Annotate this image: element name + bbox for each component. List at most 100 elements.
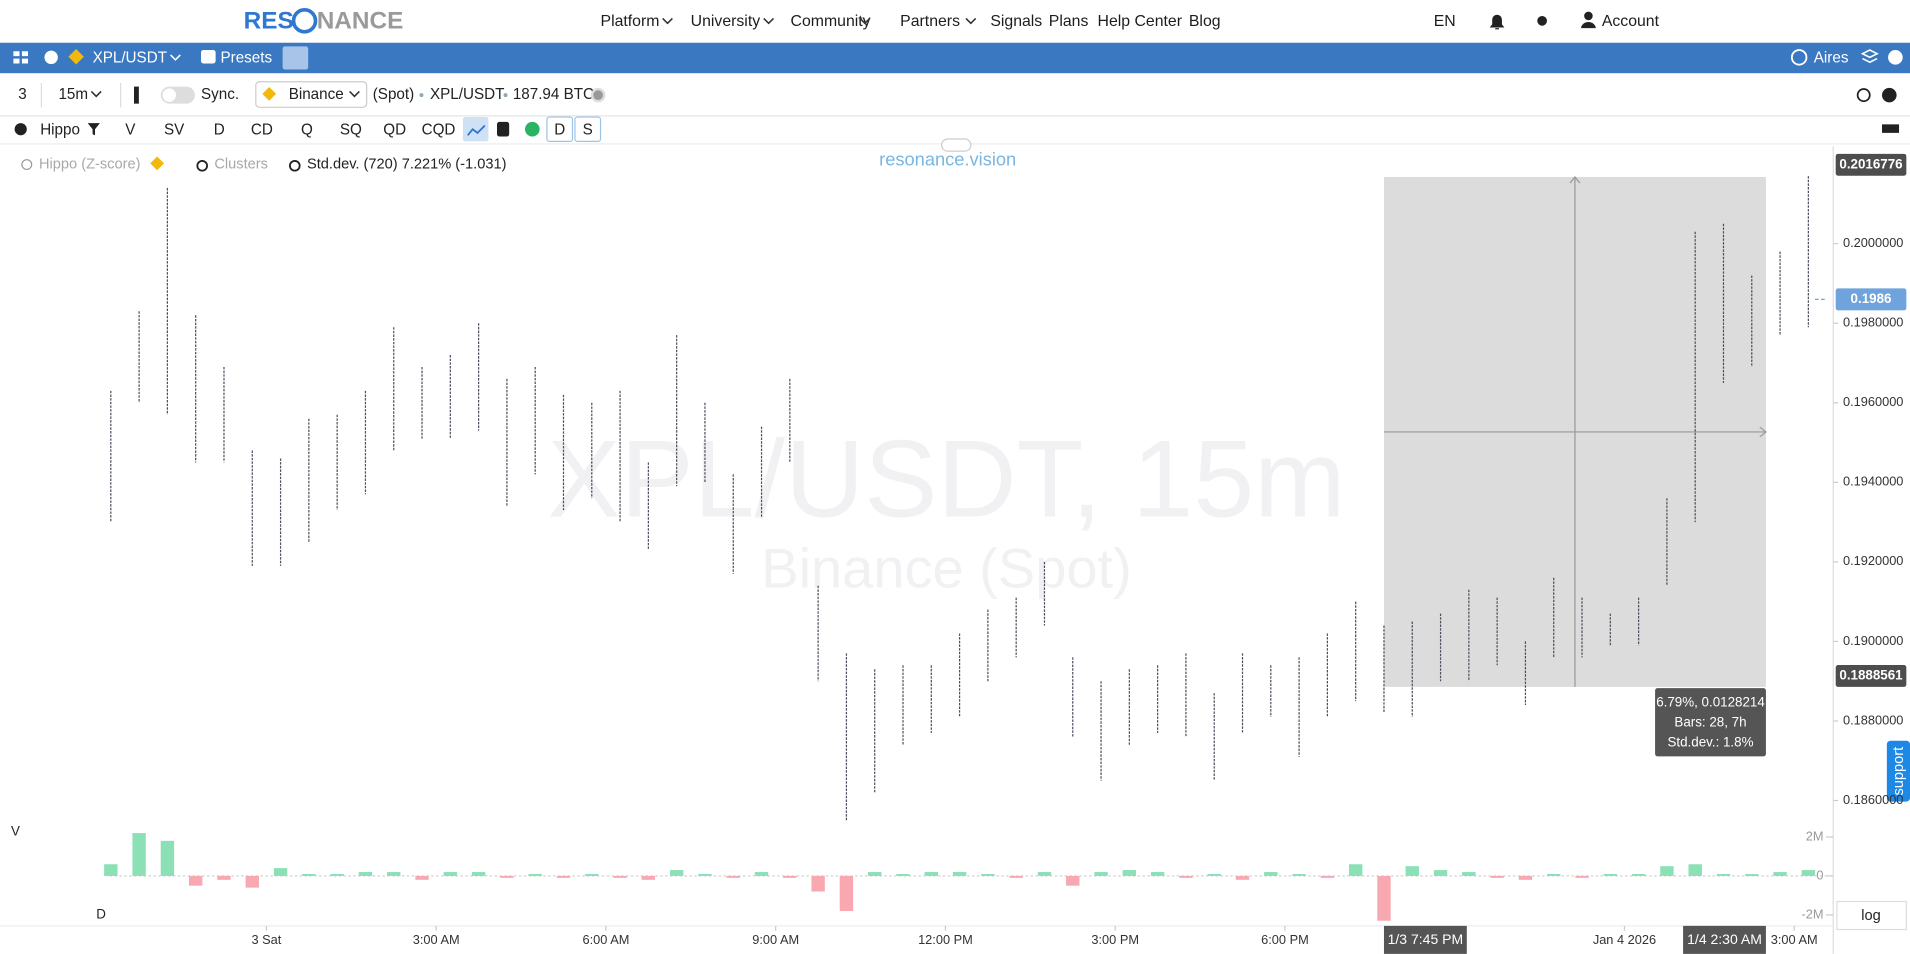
y-tick-label: 0.1960000 — [1843, 394, 1903, 409]
price-tag-label: 0.1986 — [1851, 291, 1892, 306]
indicator-button[interactable]: CQD — [422, 121, 456, 138]
delta-bar — [1773, 872, 1787, 876]
volume-pane-label: V — [11, 824, 20, 839]
log-button[interactable] — [1836, 900, 1907, 931]
time-tag-label: 1/3 7:45 PM — [1388, 931, 1464, 947]
add-button[interactable] — [525, 121, 540, 137]
presets[interactable]: Presets — [220, 50, 272, 67]
delta-bar — [641, 875, 656, 880]
x-tick-label: 3:00 PM — [1091, 932, 1139, 947]
indicator-button[interactable]: SV — [164, 121, 185, 138]
symbol[interactable]: XPL/USDT — [93, 50, 167, 67]
logo[interactable]: RES — [244, 7, 294, 34]
top-nav — [0, 0, 1910, 43]
line-button[interactable] — [462, 117, 489, 142]
logo-mark — [291, 8, 318, 34]
logo[interactable]: NANCE — [317, 7, 404, 34]
delta-bar — [1716, 873, 1731, 876]
delta-bar — [1490, 875, 1504, 878]
nav-item[interactable]: Signals — [990, 13, 1042, 30]
doc-button[interactable] — [496, 121, 510, 137]
delta-bar — [1320, 875, 1335, 878]
nav-menu: Platform University Community Partners S… — [601, 13, 1221, 30]
exchange-select[interactable] — [255, 81, 368, 108]
support-tab[interactable] — [1886, 740, 1910, 802]
hidden-icon[interactable] — [21, 159, 33, 171]
delta-bar — [839, 875, 854, 912]
indicator-button[interactable]: D — [214, 121, 225, 138]
visible-icon[interactable] — [288, 159, 301, 172]
indicator-button[interactable]: Q — [301, 121, 313, 138]
user-icon — [1584, 11, 1593, 21]
delta-bar — [1433, 870, 1448, 876]
account[interactable]: Account — [1602, 13, 1660, 30]
watermark-subtitle: Binance (Spot) — [761, 536, 1132, 599]
x-tick-label: 3:00 AM — [1771, 932, 1818, 947]
pair: XPL/USDT — [430, 86, 504, 103]
measure-tool: 6.79%, 0.0128214 Bars: 28, 7h Std.dev.: 1.… — [1383, 175, 1767, 757]
indicator-button[interactable]: V — [125, 121, 136, 138]
delta-bar — [1094, 872, 1108, 876]
notes-button[interactable] — [282, 46, 309, 70]
indicator-button[interactable]: SQ — [340, 121, 362, 138]
user-icon — [1581, 22, 1596, 29]
theme-icon[interactable] — [1537, 15, 1548, 26]
delta-bar — [924, 872, 938, 876]
nav-item[interactable]: Blog — [1189, 13, 1221, 30]
delta-bar — [1801, 870, 1816, 876]
delta-bar — [981, 873, 995, 876]
layers-icon[interactable] — [1860, 49, 1879, 64]
collapse-button[interactable] — [940, 138, 972, 152]
indicator-button[interactable]: QD — [383, 121, 406, 138]
chart-type-icon[interactable] — [133, 86, 139, 104]
nav-item[interactable]: University — [691, 13, 761, 30]
indicator-button[interactable]: CD — [251, 121, 273, 138]
user-avatar — [1790, 49, 1808, 66]
indicator-button-label: S — [583, 121, 593, 138]
share-icon[interactable] — [1856, 88, 1871, 103]
nav-item[interactable]: Help Center — [1098, 13, 1183, 30]
layout[interactable]: 3 — [18, 86, 26, 103]
chevron — [90, 90, 102, 98]
measure-info-text: 6.79%, 0.0128214 — [1656, 694, 1765, 709]
delta-bar — [1292, 873, 1306, 876]
delta-bar — [245, 875, 259, 888]
help-icon[interactable] — [1888, 50, 1903, 65]
delta-tick-label: 0 — [1816, 867, 1823, 882]
delta-bar — [160, 840, 175, 876]
nav-item[interactable]: Plans — [1049, 13, 1089, 30]
indicator-name[interactable]: Hippo — [40, 121, 80, 138]
delta-bar — [1745, 873, 1759, 876]
indicator-button[interactable] — [546, 116, 574, 143]
help-icon[interactable] — [1881, 87, 1897, 103]
visible-icon[interactable] — [196, 159, 208, 172]
price-tag-label: 0.1888561 — [1839, 667, 1903, 682]
settings-icon[interactable] — [14, 123, 27, 136]
nav-item[interactable]: Platform — [601, 13, 660, 30]
delta-bar — [1235, 875, 1250, 880]
log-label[interactable]: log — [1861, 908, 1881, 924]
delta-bar — [358, 872, 373, 876]
indicator-button[interactable] — [574, 116, 602, 143]
nav-item[interactable]: Community — [791, 13, 871, 30]
delta-bar — [387, 872, 401, 876]
delta-bar — [1207, 873, 1221, 876]
delta-bar — [1264, 872, 1278, 876]
nav-item[interactable]: Partners — [900, 13, 960, 30]
delta-bar — [415, 875, 429, 880]
delta-bar — [1037, 872, 1052, 876]
delta-bar — [1518, 875, 1533, 880]
filter-icon[interactable] — [87, 123, 100, 136]
language[interactable]: EN — [1434, 13, 1456, 30]
interval[interactable]: 15m — [58, 86, 88, 103]
apps-icon[interactable] — [13, 51, 29, 64]
delta-bar — [1405, 866, 1419, 876]
measure-info-text: Std.dev.: 1.8% — [1667, 734, 1753, 749]
user[interactable]: Aires — [1814, 50, 1849, 67]
sync-label[interactable]: Sync. — [201, 86, 239, 103]
ruler-icon[interactable] — [1881, 124, 1900, 133]
support-label[interactable]: support — [1891, 747, 1907, 796]
bell-icon[interactable] — [1489, 14, 1505, 30]
